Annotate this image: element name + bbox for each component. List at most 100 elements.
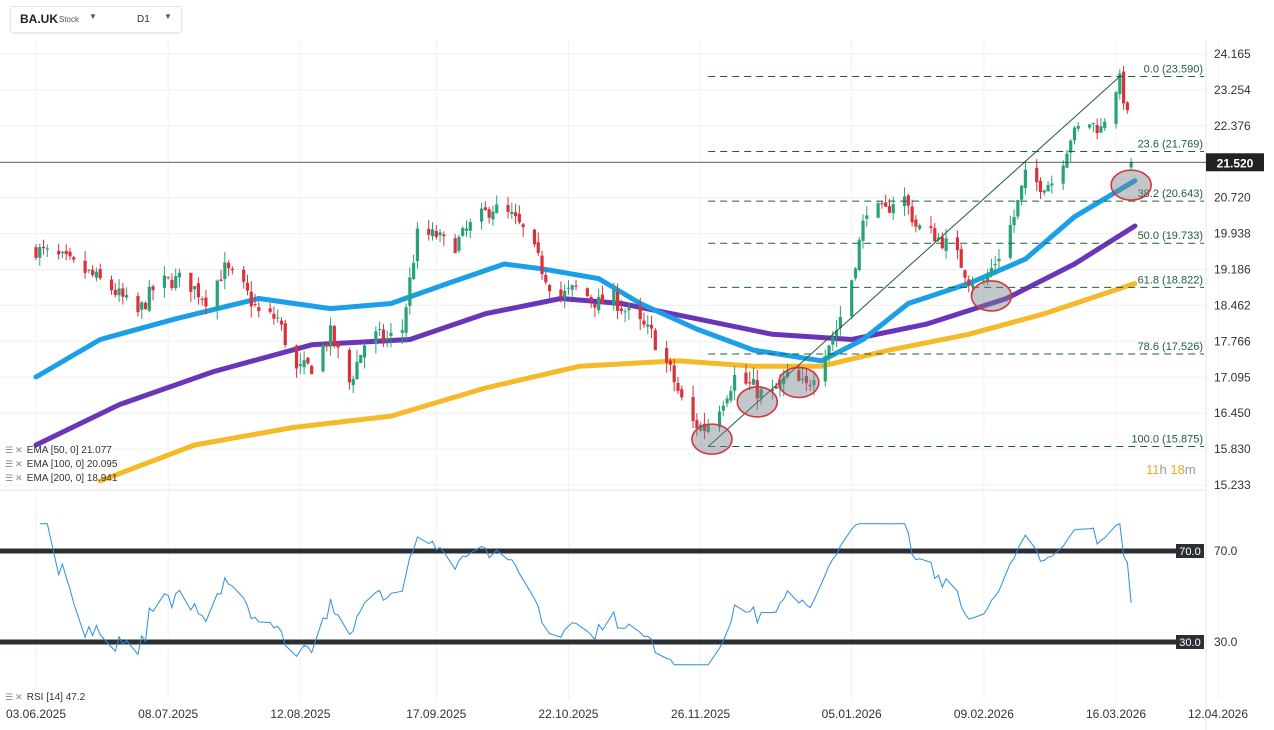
y-tick-label: 19.938 <box>1214 227 1251 241</box>
candle-body <box>506 204 510 212</box>
timeframe-label[interactable]: D1 <box>137 14 150 25</box>
candle-body <box>1035 167 1039 183</box>
candle-body <box>1129 162 1133 168</box>
candle-body <box>615 291 620 311</box>
candle-body <box>362 345 367 358</box>
candle-body <box>438 232 442 236</box>
candle-body <box>782 377 786 385</box>
candle-body <box>1069 140 1073 153</box>
candle-body <box>853 268 858 279</box>
candle-body <box>691 397 695 421</box>
candle-body <box>823 356 827 382</box>
x-tick-label: 12.08.2025 <box>270 707 330 721</box>
y-tick-label: 17.095 <box>1214 370 1251 384</box>
candle-body <box>963 270 967 278</box>
candle-body <box>276 317 280 319</box>
candle-body <box>453 238 457 254</box>
candle-body <box>827 345 831 358</box>
candle-body <box>72 257 76 260</box>
candle-body <box>57 250 61 255</box>
candle-body <box>778 381 782 389</box>
candle-body <box>464 228 469 231</box>
candle-body <box>918 225 922 229</box>
candle-body <box>597 297 601 311</box>
candle-body <box>1050 183 1054 186</box>
candle-body <box>427 228 431 235</box>
candle-body <box>483 207 487 210</box>
candle-body <box>642 320 646 325</box>
candle-body <box>121 288 125 297</box>
close-icon[interactable]: ✕ <box>15 692 23 702</box>
candle-body <box>98 269 102 279</box>
candle-body <box>355 361 359 380</box>
candle-body <box>653 330 657 351</box>
candle-body <box>706 423 710 432</box>
settings-icon[interactable]: ☰ <box>5 473 14 483</box>
candle-body <box>993 263 997 266</box>
settings-icon[interactable]: ☰ <box>5 692 14 702</box>
candle-body <box>404 307 408 333</box>
y-tick-label: 19.186 <box>1214 263 1251 277</box>
candle-body <box>45 248 49 250</box>
candle-body <box>151 286 155 291</box>
chevron-down-icon[interactable]: ▼ <box>164 12 172 21</box>
fib-level-label: 38.2 (20.643) <box>1138 188 1203 200</box>
fib-trend-line <box>707 76 1121 447</box>
candle-body <box>174 275 178 289</box>
candle-body <box>680 389 684 398</box>
close-icon[interactable]: ✕ <box>15 445 23 455</box>
candle-body <box>468 221 472 231</box>
candle-body <box>695 420 699 429</box>
candle-body <box>143 302 148 309</box>
candle-body <box>887 206 892 213</box>
candle-body <box>189 272 193 292</box>
candle-body <box>566 287 571 289</box>
last-price-tag <box>1206 153 1264 172</box>
candle-body <box>1016 200 1020 217</box>
candle-body <box>770 389 774 392</box>
candle-body <box>729 391 733 401</box>
candle-body <box>986 275 990 281</box>
y-tick-label: 24.165 <box>1214 47 1251 61</box>
candle-body <box>970 284 975 287</box>
candle-body <box>147 286 151 311</box>
candle-body <box>226 262 231 269</box>
candle-body <box>1121 71 1126 104</box>
close-icon[interactable]: ✕ <box>15 459 23 469</box>
candle-body <box>113 289 117 295</box>
candle-body <box>532 229 537 245</box>
x-tick-label: 03.06.2025 <box>6 707 66 721</box>
settings-icon[interactable]: ☰ <box>5 459 14 469</box>
ema-200-path <box>97 281 1138 484</box>
candle-body <box>733 374 737 391</box>
x-tick-label: 17.09.2025 <box>406 707 466 721</box>
x-tick-label: 22.10.2025 <box>538 707 598 721</box>
candle-body <box>298 364 302 366</box>
candle-body <box>838 316 842 329</box>
candle-body <box>200 298 204 300</box>
candle-body <box>242 269 246 282</box>
x-tick-label: 05.01.2026 <box>822 707 882 721</box>
settings-icon[interactable]: ☰ <box>5 445 14 455</box>
candle-body <box>914 219 918 227</box>
candle-body <box>487 209 491 218</box>
candle-body <box>967 279 971 286</box>
ema100-legend: ☰ ✕ EMA [100, 0] 20.095 <box>5 459 118 470</box>
candle-body <box>215 280 219 310</box>
candle-body <box>34 247 38 258</box>
candle-body <box>162 275 166 288</box>
candle-countdown: 11h 18m <box>1146 462 1196 477</box>
candle-body <box>536 242 540 253</box>
chevron-down-icon[interactable]: ▼ <box>89 12 97 21</box>
candle-body <box>1008 224 1012 258</box>
candle-body <box>797 369 801 382</box>
symbol-selector[interactable]: BA.UK Stock ▼ D1 ▼ <box>10 6 182 33</box>
candle-body <box>850 280 854 317</box>
close-icon[interactable]: ✕ <box>15 473 23 483</box>
candle-body <box>1118 73 1122 94</box>
fib-level-label: 78.6 (17.526) <box>1138 341 1203 353</box>
candle-body <box>64 250 68 255</box>
candle-body <box>1076 126 1080 129</box>
y-tick-label: 17.766 <box>1214 334 1251 348</box>
